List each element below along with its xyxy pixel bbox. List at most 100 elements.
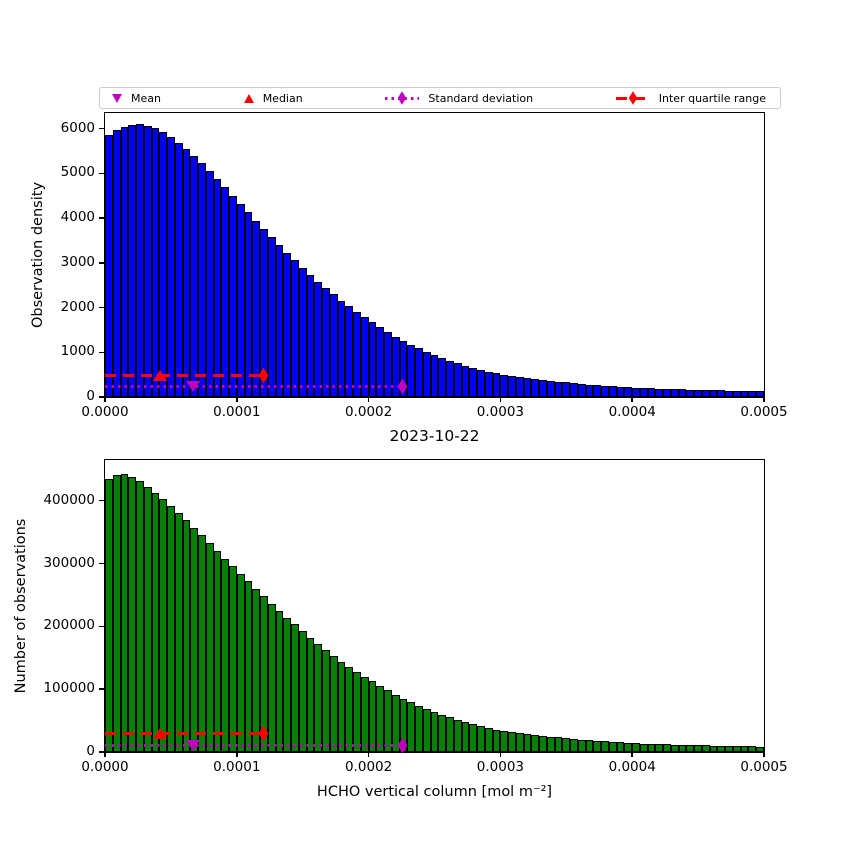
histogram-bar <box>182 520 191 752</box>
histogram-bar <box>554 381 563 397</box>
histogram-bar <box>283 252 292 397</box>
histogram-bar <box>647 743 656 752</box>
y-tick-label: 300000 <box>43 554 95 571</box>
histogram-bar <box>384 332 392 397</box>
triangle-up-icon <box>243 93 254 103</box>
histogram-bar <box>500 731 509 752</box>
histogram-bar <box>546 380 555 397</box>
histogram-bar <box>345 306 354 397</box>
histogram-bar <box>353 311 361 397</box>
histogram-bar <box>244 581 253 752</box>
histogram-bar <box>407 344 416 397</box>
histogram-bar <box>484 371 493 397</box>
histogram-bar <box>384 690 392 752</box>
histogram-bar <box>539 735 547 752</box>
histogram-bar <box>678 389 687 397</box>
histogram-bar <box>616 386 625 397</box>
histogram-bar <box>515 377 524 397</box>
axes-bottom: 0.0000 0.0001 0.0002 0.0003 0.0004 0.0005 0 100… <box>43 459 788 775</box>
histogram-bar <box>236 573 245 752</box>
histogram-bar <box>353 671 361 752</box>
histogram-bar <box>601 741 609 752</box>
y-tick <box>99 751 104 753</box>
histogram-bar <box>360 676 369 752</box>
histogram-bar <box>655 744 664 752</box>
histogram-bar <box>112 474 121 752</box>
histogram-bar <box>632 743 640 752</box>
histogram-bar <box>624 387 633 397</box>
histogram-bar <box>314 281 323 397</box>
legend-item-median: Median <box>243 91 303 105</box>
x-axis-label: HCHO vertical column [mol m⁻²] <box>316 784 553 800</box>
histogram-bar <box>345 666 354 752</box>
top-y-axis-label: Observation density <box>30 181 46 329</box>
x-tick-label: 0.0001 <box>213 759 261 775</box>
histogram-bar <box>112 130 121 397</box>
histogram-bar <box>639 743 648 752</box>
x-tick-label: 0.0004 <box>608 404 656 420</box>
histogram-bar <box>438 357 447 397</box>
x-tick <box>236 397 238 402</box>
standard-deviation-legend-marker-icon <box>385 90 420 105</box>
histogram-bar <box>174 142 183 397</box>
histogram-bar <box>260 228 268 397</box>
histogram-bar <box>500 375 509 397</box>
histogram-bar <box>151 128 160 397</box>
histogram-bar <box>291 624 299 752</box>
median-marker-icon <box>153 370 168 382</box>
histogram-bar <box>143 125 152 397</box>
x-tick <box>631 752 633 757</box>
x-tick <box>499 752 502 757</box>
median-marker-icon <box>153 727 168 739</box>
histogram-bar <box>740 746 749 752</box>
x-tick-label: 0.0001 <box>213 404 261 420</box>
histogram-bar <box>322 288 330 397</box>
histogram-bar <box>694 389 702 397</box>
histogram-bar <box>314 643 323 752</box>
mean-marker-icon <box>186 739 201 751</box>
y-tick-label: 0 <box>86 388 95 404</box>
histogram-bar <box>368 681 377 752</box>
histogram-bar <box>422 351 431 397</box>
histogram-bar <box>515 733 524 752</box>
y-tick <box>99 351 104 354</box>
histogram-bar <box>608 741 617 752</box>
histogram-bar <box>105 478 113 752</box>
histogram-bar <box>182 148 191 397</box>
histogram-bar <box>453 719 462 752</box>
histogram-bar <box>492 373 501 397</box>
histogram-bar <box>686 744 695 752</box>
standard-deviation-line <box>105 385 403 389</box>
x-tick <box>367 752 370 757</box>
histogram-bar <box>725 390 733 397</box>
histogram-bar <box>167 137 175 397</box>
histogram-bar <box>283 617 292 752</box>
histogram-bar <box>190 527 199 752</box>
histogram-bar <box>570 738 578 752</box>
histogram-bar <box>701 390 710 397</box>
histogram-bar <box>368 321 377 397</box>
histogram-bar <box>198 163 206 397</box>
histogram-bar <box>267 237 276 397</box>
histogram-bar <box>593 740 602 752</box>
histogram-bar <box>717 390 726 397</box>
y-tick-label: 2000 <box>60 298 95 315</box>
bottom-y-axis-label: Number of observations <box>13 518 29 694</box>
y-tick-label: 100000 <box>43 680 95 697</box>
histogram-bar <box>461 365 470 397</box>
histogram-bar <box>484 727 493 752</box>
histogram-bar <box>205 171 214 397</box>
histogram-bar <box>732 390 741 397</box>
histogram-bar <box>446 360 454 397</box>
histogram-bar <box>136 481 144 752</box>
legend-label: Median <box>262 91 303 105</box>
y-tick <box>99 688 104 690</box>
histogram-bar <box>523 378 532 397</box>
histogram-bar <box>639 388 648 397</box>
histogram-bar <box>570 383 578 397</box>
y-tick <box>99 562 104 565</box>
histogram-bar <box>539 380 547 397</box>
histogram-bar <box>546 736 555 752</box>
histogram-bar <box>477 369 485 397</box>
histogram-bar <box>508 376 516 397</box>
